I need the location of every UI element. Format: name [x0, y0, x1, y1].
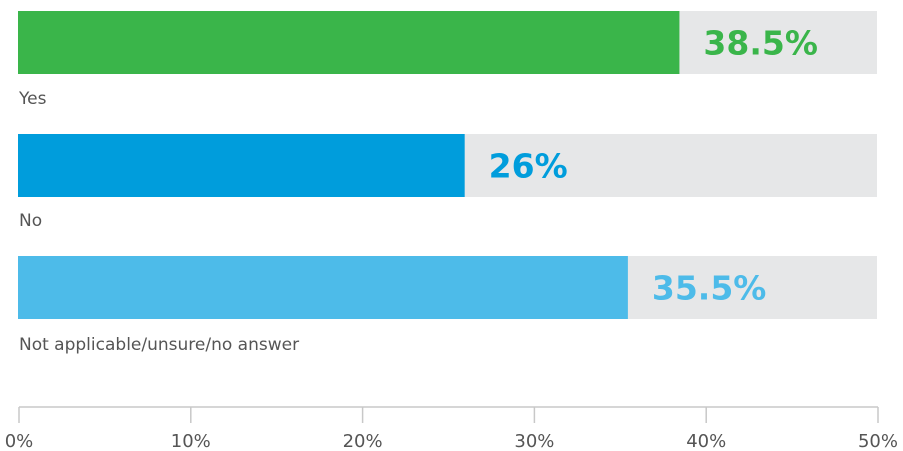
- x-tick-label-40: 40%: [686, 431, 726, 451]
- x-tick-label-0: 0%: [5, 431, 34, 451]
- bar-not-applicable-unsure-no-answer: [18, 256, 628, 319]
- data-label-yes: 38.5%: [703, 24, 818, 63]
- bar-yes: [18, 11, 680, 74]
- bar-no: [18, 134, 465, 197]
- category-label-not-applicable-unsure-no-answer: Not applicable/unsure/no answer: [19, 335, 299, 355]
- data-label-not-applicable-unsure-no-answer: 35.5%: [652, 269, 767, 308]
- category-label-no: No: [19, 211, 42, 231]
- x-tick-label-50: 50%: [858, 431, 898, 451]
- category-label-yes: Yes: [18, 89, 47, 109]
- x-tick-label-30: 30%: [514, 431, 554, 451]
- bars: 38.5% Yes 26% No 35.5% Not applicable/unsure/…: [18, 11, 877, 355]
- x-tick-label-20: 20%: [343, 431, 383, 451]
- x-tick-label-10: 10%: [171, 431, 211, 451]
- x-axis: 0% 10% 20% 30% 40% 50%: [5, 406, 898, 451]
- data-label-no: 26%: [489, 147, 568, 186]
